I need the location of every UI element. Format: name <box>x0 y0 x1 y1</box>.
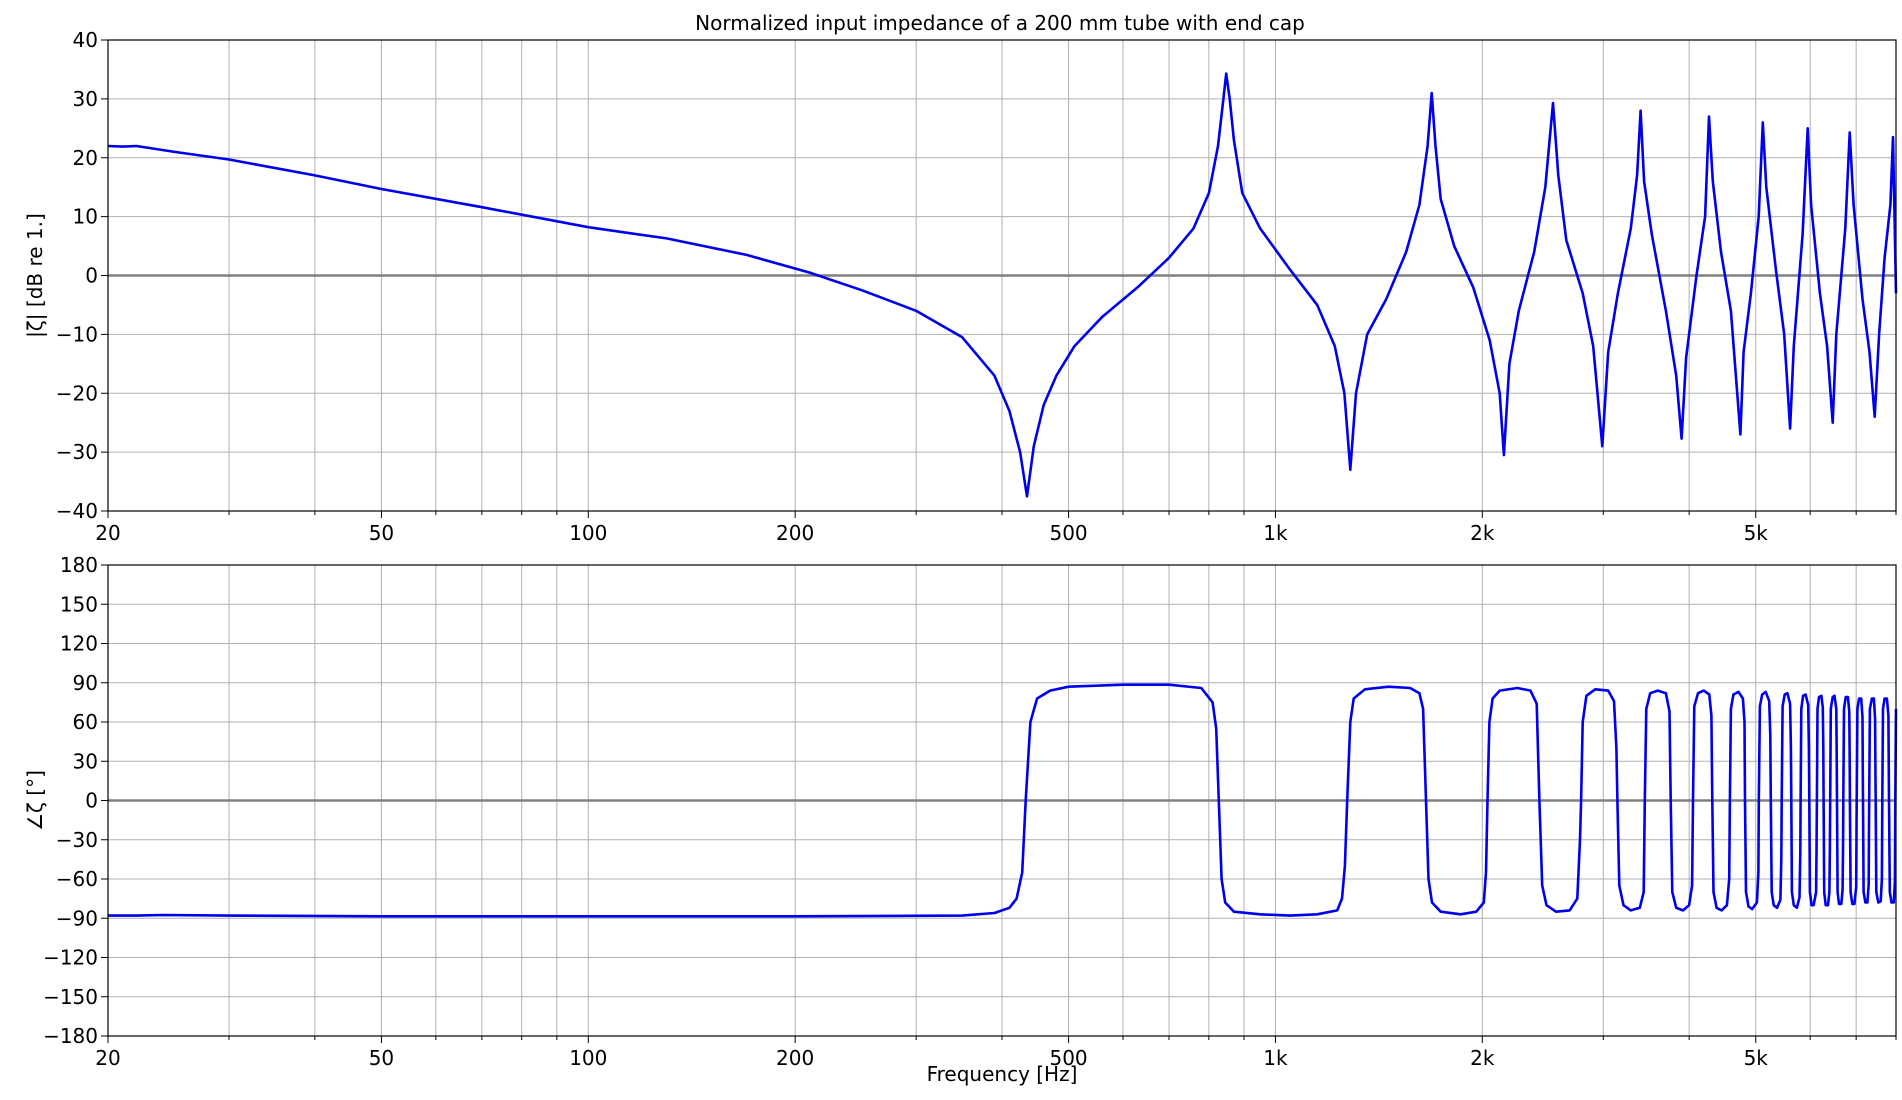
x-tick-label: 1k <box>1263 1046 1288 1070</box>
x-tick-label: 5k <box>1744 1046 1769 1070</box>
phase-series-line <box>108 683 1898 918</box>
y-tick-label: −120 <box>43 946 98 970</box>
y-tick-label: 150 <box>60 592 98 616</box>
x-tick-label: 500 <box>1049 1046 1087 1070</box>
y-tick-label: −20 <box>56 381 98 405</box>
y-tick-label: 30 <box>73 749 98 773</box>
y-tick-label: −150 <box>43 985 98 1009</box>
x-tick-label: 100 <box>569 1046 607 1070</box>
x-tick-label: 1k <box>1263 521 1288 545</box>
y-tick-label: 30 <box>73 87 98 111</box>
magnitude-y-axis-label: |ζ| [dB re 1.] <box>23 213 47 338</box>
y-tick-label: −60 <box>56 867 98 891</box>
y-tick-label: 10 <box>73 205 98 229</box>
chart-title: Normalized input impedance of a 200 mm t… <box>695 11 1305 35</box>
x-tick-label: 50 <box>369 521 394 545</box>
y-tick-label: 0 <box>85 264 98 288</box>
x-tick-label: 100 <box>569 521 607 545</box>
y-tick-label: 0 <box>85 789 98 813</box>
x-tick-label: 20 <box>95 521 120 545</box>
x-tick-label: 500 <box>1049 521 1087 545</box>
x-tick-label: 50 <box>369 1046 394 1070</box>
y-tick-label: −90 <box>56 906 98 930</box>
y-tick-label: −30 <box>56 440 98 464</box>
y-tick-label: −30 <box>56 828 98 852</box>
magnitude-series-line <box>107 72 1898 498</box>
x-tick-label: 2k <box>1470 521 1495 545</box>
x-tick-label: 200 <box>776 521 814 545</box>
plot-frame <box>107 564 1897 1037</box>
y-tick-label: 20 <box>73 146 98 170</box>
y-tick-label: 90 <box>73 671 98 695</box>
x-tick-label: 20 <box>95 1046 120 1070</box>
y-tick-label: −10 <box>56 322 98 346</box>
x-tick-label: 200 <box>776 1046 814 1070</box>
phase-y-axis-label: ∠ζ [°] <box>23 770 47 831</box>
plot-frame <box>107 39 1897 512</box>
x-tick-label: 2k <box>1470 1046 1495 1070</box>
y-tick-label: 120 <box>60 632 98 656</box>
y-tick-label: 180 <box>60 553 98 577</box>
y-tick-label: 60 <box>73 710 98 734</box>
y-tick-label: −40 <box>56 499 98 523</box>
y-tick-label: −180 <box>43 1024 98 1048</box>
x-tick-label: 5k <box>1744 521 1769 545</box>
y-tick-label: 40 <box>73 28 98 52</box>
x-axis-label: Frequency [Hz] <box>927 1062 1078 1086</box>
